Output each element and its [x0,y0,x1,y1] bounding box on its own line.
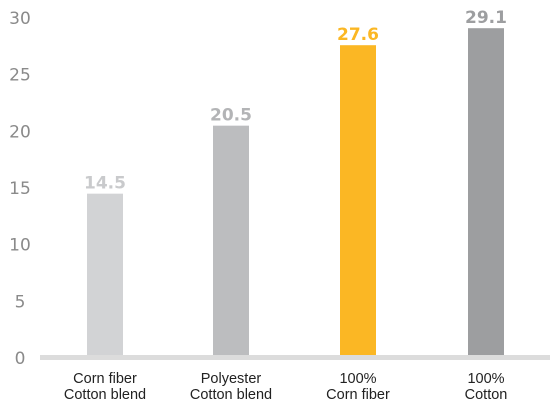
y-tick-label: 15 [9,179,31,199]
y-tick-label: 10 [9,236,31,256]
x-category-label-line: Polyester [201,371,262,387]
x-category-label: 100% Corn fiber [326,371,390,403]
x-category-label-line: Corn fiber [73,371,137,387]
value-labels: 14.5 20.5 27.6 29.1 [84,8,507,193]
bar [468,28,504,358]
x-category-label-line: Cotton blend [64,387,146,403]
x-category-label: Corn fiber Cotton blend [64,371,146,403]
x-category-label: Polyester Cotton blend [190,371,272,403]
bar-value-label: 27.6 [337,25,379,45]
bar [213,125,249,359]
x-axis-line [40,355,550,360]
x-category-label: 100% Cotton [465,371,508,403]
bar-value-label: 29.1 [465,8,507,28]
bar-value-label: 20.5 [210,106,252,126]
bar-value-label: 14.5 [84,174,126,194]
bars [87,28,504,359]
x-category-label-line: Cotton blend [190,387,272,403]
y-tick-label: 0 [15,349,26,369]
y-tick-label: 20 [9,122,31,142]
bar [340,45,376,358]
y-tick-label: 25 [9,66,31,86]
x-category-label-line: Corn fiber [326,387,390,403]
bar [87,193,123,358]
x-category-label-line: Cotton [465,387,508,403]
y-tick-label: 30 [9,9,31,29]
y-tick-label: 5 [15,292,26,312]
y-axis-ticks: 0 5 10 15 20 25 30 [9,9,31,369]
x-category-label-line: 100% [339,371,376,387]
x-category-label-line: 100% [467,371,504,387]
